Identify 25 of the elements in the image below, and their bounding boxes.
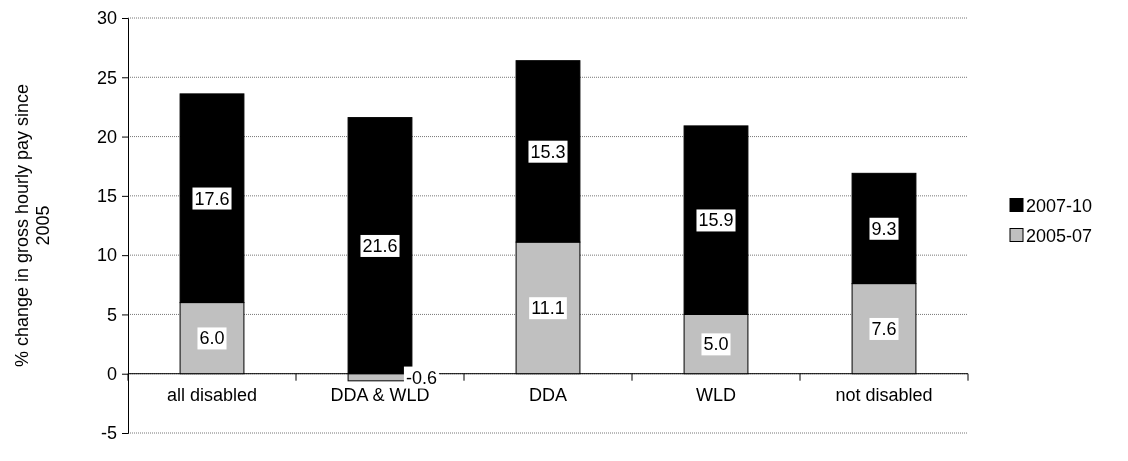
data-label: 11.1 (531, 298, 565, 319)
y-tick-label: 15 (96, 186, 117, 207)
y-axis-title: % change in gross hourly pay since 2005 (12, 83, 53, 368)
data-label: 6.0 (199, 328, 225, 349)
data-label: 21.6 (362, 235, 398, 256)
data-label: 9.3 (871, 218, 897, 239)
x-tick-label: all disabled (166, 384, 258, 405)
x-tick-label: DDA (528, 384, 568, 405)
y-tick-label: 20 (96, 126, 117, 147)
x-tick-label: not disabled (835, 384, 933, 405)
data-label: 15.9 (698, 210, 734, 231)
y-tick-label: 30 (96, 8, 117, 29)
y-tick-label: -5 (100, 423, 117, 444)
data-label: 17.6 (194, 188, 230, 209)
data-label: 7.6 (871, 318, 897, 339)
x-tick-label: WLD (696, 384, 736, 405)
data-label: 15.3 (530, 141, 566, 162)
y-tick-label: 25 (96, 67, 117, 88)
data-label: -0.6 (405, 367, 437, 388)
legend-label: 2005-07 (1026, 225, 1093, 246)
data-label: 5.0 (703, 334, 729, 355)
y-tick-label: 10 (96, 245, 117, 266)
legend-label: 2007-10 (1026, 195, 1093, 216)
y-tick-label: 0 (106, 363, 117, 384)
y-tick-label: 5 (106, 304, 117, 325)
